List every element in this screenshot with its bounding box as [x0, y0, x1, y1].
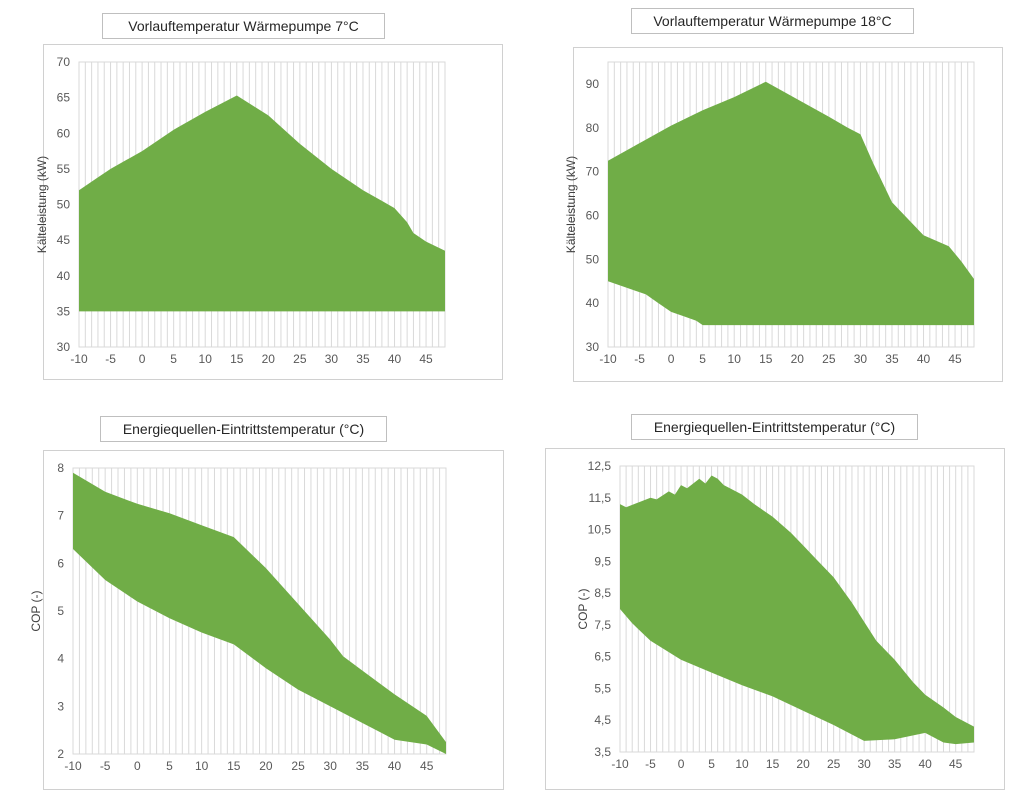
- chart-panel-4: [545, 448, 1005, 790]
- y-axis-title: COP (-): [29, 590, 43, 631]
- chart-panel-3: [43, 450, 504, 790]
- chart-title-3: Energiequellen-Eintrittstemperatur (°C): [100, 416, 387, 442]
- chart-title-1: Vorlauftemperatur Wärmepumpe 7°C: [102, 13, 385, 39]
- chart-panel-2: [573, 47, 1003, 382]
- chart-title-4: Energiequellen-Eintrittstemperatur (°C): [631, 414, 918, 440]
- chart-title-2: Vorlauftemperatur Wärmepumpe 18°C: [631, 8, 914, 34]
- chart-panel-1: [43, 44, 503, 380]
